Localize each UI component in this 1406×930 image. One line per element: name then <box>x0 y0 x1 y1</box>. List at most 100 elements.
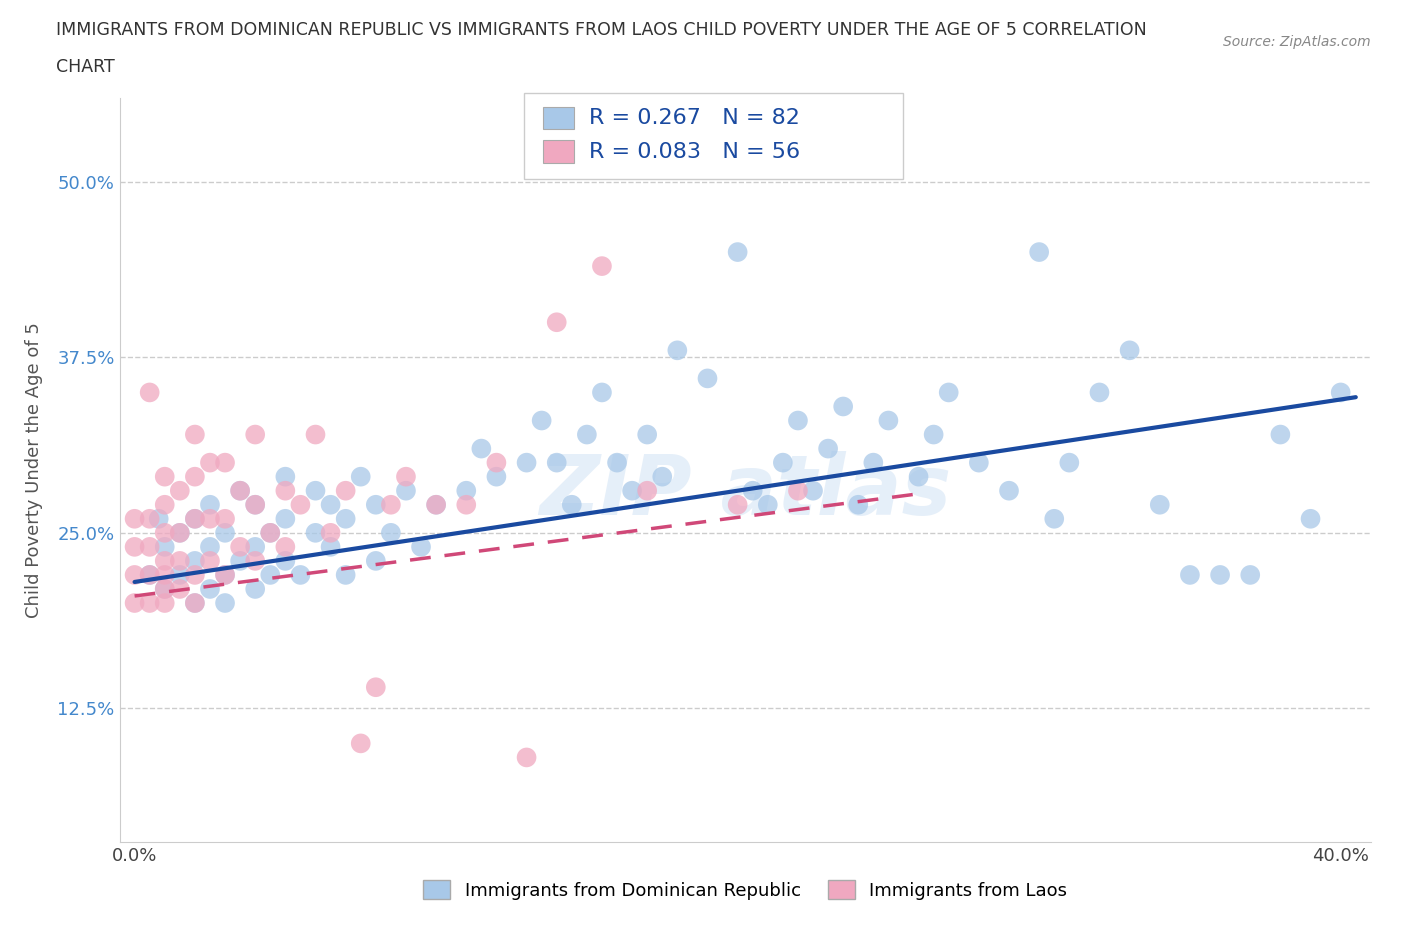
Point <box>350 470 373 485</box>
Point <box>274 470 297 485</box>
Point <box>1088 385 1111 400</box>
Point <box>817 441 839 456</box>
Point <box>274 553 297 568</box>
Point <box>184 470 207 485</box>
Point <box>787 413 810 428</box>
Point <box>801 484 824 498</box>
Point <box>169 553 191 568</box>
Point <box>184 512 207 526</box>
Point <box>727 498 749 512</box>
Point <box>364 553 387 568</box>
Point <box>516 750 538 764</box>
Point <box>1149 498 1171 512</box>
Point <box>364 680 387 695</box>
Point <box>259 525 281 540</box>
Point <box>395 484 418 498</box>
Point <box>153 595 176 610</box>
Point <box>124 567 146 582</box>
Point <box>304 484 326 498</box>
Point <box>922 427 945 442</box>
Point <box>335 567 357 582</box>
Point <box>561 498 583 512</box>
Point <box>245 553 267 568</box>
Point <box>846 498 869 512</box>
Point <box>530 413 553 428</box>
Point <box>1059 455 1081 470</box>
Point <box>153 470 176 485</box>
Point <box>274 539 297 554</box>
Point <box>546 315 568 330</box>
Point <box>169 525 191 540</box>
Point <box>907 470 929 485</box>
Point <box>380 498 402 512</box>
Point <box>153 525 176 540</box>
Point <box>772 455 794 470</box>
Point <box>290 567 312 582</box>
Point <box>1330 385 1353 400</box>
Point <box>169 581 191 596</box>
Point <box>214 567 236 582</box>
Point <box>184 595 207 610</box>
Text: CHART: CHART <box>56 58 115 75</box>
Point <box>229 553 252 568</box>
Point <box>198 498 221 512</box>
Point <box>787 484 810 498</box>
Point <box>1209 567 1232 582</box>
Point <box>546 455 568 470</box>
Point <box>153 581 176 596</box>
Point <box>319 539 342 554</box>
Point <box>621 484 644 498</box>
Point <box>229 484 252 498</box>
Point <box>169 525 191 540</box>
Point <box>575 427 598 442</box>
Point <box>245 498 267 512</box>
Point <box>350 736 373 751</box>
Text: R = 0.083   N = 56: R = 0.083 N = 56 <box>589 141 800 162</box>
Point <box>138 567 160 582</box>
Point <box>198 553 221 568</box>
Point <box>380 525 402 540</box>
Point <box>274 484 297 498</box>
Point <box>153 567 176 582</box>
Point <box>319 498 342 512</box>
Point <box>470 441 492 456</box>
Point <box>304 525 326 540</box>
Point <box>651 470 673 485</box>
Point <box>425 498 447 512</box>
Point <box>153 498 176 512</box>
Point <box>148 512 170 526</box>
Point <box>138 595 160 610</box>
Point <box>998 484 1021 498</box>
Point <box>1270 427 1292 442</box>
Point <box>184 595 207 610</box>
Point <box>229 539 252 554</box>
Point <box>1299 512 1322 526</box>
Point <box>138 512 160 526</box>
Text: IMMIGRANTS FROM DOMINICAN REPUBLIC VS IMMIGRANTS FROM LAOS CHILD POVERTY UNDER T: IMMIGRANTS FROM DOMINICAN REPUBLIC VS IM… <box>56 21 1147 39</box>
Point <box>1043 512 1066 526</box>
Point <box>696 371 718 386</box>
Point <box>153 539 176 554</box>
Point <box>1239 567 1261 582</box>
Text: R = 0.267   N = 82: R = 0.267 N = 82 <box>589 108 800 128</box>
Point <box>198 539 221 554</box>
Point <box>636 427 658 442</box>
Point <box>214 512 236 526</box>
Point <box>364 498 387 512</box>
Point <box>409 539 432 554</box>
Point <box>214 595 236 610</box>
Point <box>832 399 855 414</box>
Point <box>138 539 160 554</box>
Point <box>245 498 267 512</box>
Point <box>169 484 191 498</box>
Point <box>516 455 538 470</box>
Point <box>319 525 342 540</box>
Point <box>666 343 689 358</box>
Point <box>938 385 960 400</box>
Point <box>138 385 160 400</box>
Point <box>591 259 613 273</box>
Point <box>124 512 146 526</box>
Point <box>741 484 763 498</box>
Point <box>153 581 176 596</box>
Point <box>198 581 221 596</box>
